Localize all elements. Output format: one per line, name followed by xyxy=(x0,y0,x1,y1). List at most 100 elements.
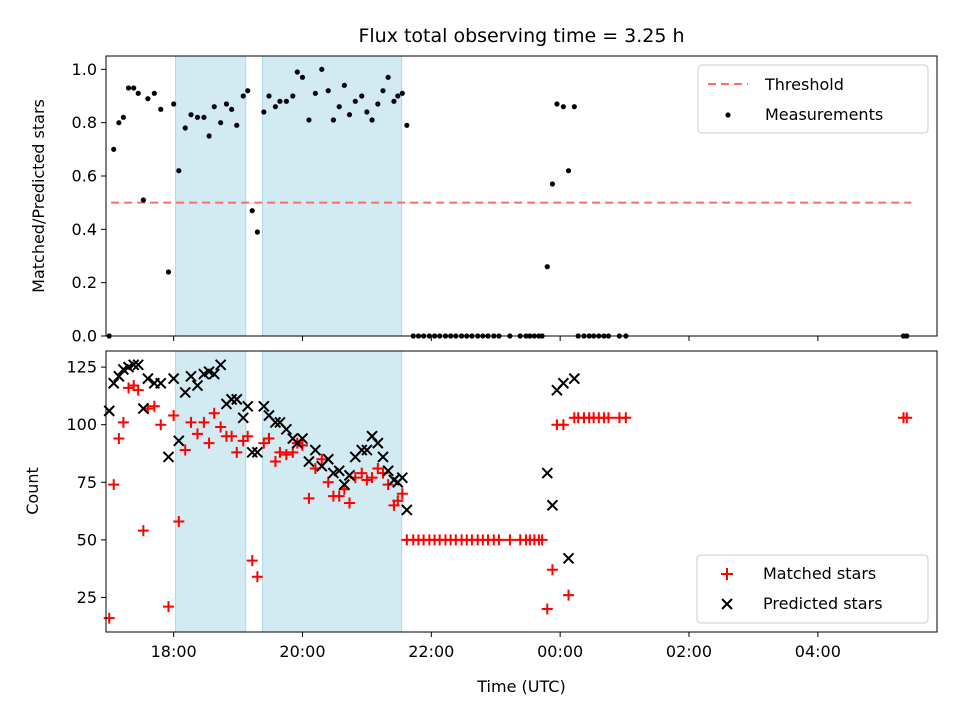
measurement-point xyxy=(218,120,224,126)
measurement-point xyxy=(254,229,260,235)
predicted-star-point xyxy=(225,393,238,406)
bottom-legend-box xyxy=(696,554,929,624)
predicted-star-point xyxy=(333,465,345,477)
predicted-star-point xyxy=(258,400,270,412)
matched-star-point xyxy=(123,382,135,394)
measurement-point xyxy=(245,88,251,94)
bottom-yticks: 25 50 75 100 125 xyxy=(66,358,106,607)
matched-star-point xyxy=(322,476,334,488)
top-ylabel: Matched/Predicted stars xyxy=(29,99,48,293)
matched-star-point xyxy=(103,612,115,624)
measurement-point xyxy=(359,93,365,99)
measurement-point xyxy=(294,69,300,75)
matched-star-point xyxy=(162,601,174,613)
predicted-star-point xyxy=(173,435,185,447)
predicted-star-point xyxy=(401,504,413,516)
measurement-point xyxy=(277,98,283,104)
measurement-point xyxy=(352,98,358,104)
matched-star-point xyxy=(382,479,394,491)
predicted-star-point xyxy=(127,359,140,371)
predicted-star-point xyxy=(562,552,575,565)
measurement-point xyxy=(404,122,410,128)
measurement-point xyxy=(261,109,267,115)
measurement-point xyxy=(306,117,312,123)
predicted-star-point xyxy=(377,451,389,463)
matched-star-point xyxy=(280,449,292,461)
matched-star-point xyxy=(536,534,548,546)
measurement-point xyxy=(283,98,289,104)
predicted-legend-label: Predicted stars xyxy=(763,594,883,613)
predicted-star-point xyxy=(269,416,282,429)
predicted-star-point xyxy=(167,372,180,385)
matched-star-point xyxy=(185,416,197,428)
bottom-legend: Matched stars Predicted stars xyxy=(696,554,929,624)
measurement-point xyxy=(336,104,342,110)
top-legend: Threshold Measurements xyxy=(697,64,929,134)
measurement-point xyxy=(380,88,386,94)
matched-star-point xyxy=(602,412,614,424)
measurement-point xyxy=(140,197,146,203)
x-tick-label: 18:00 xyxy=(151,642,197,661)
bottom-predicted-points xyxy=(103,359,581,565)
measurement-point xyxy=(312,90,318,96)
matched-star-point xyxy=(396,488,408,500)
measurement-point xyxy=(554,101,560,107)
matched-star-point xyxy=(269,456,281,468)
measurement-point xyxy=(544,264,550,270)
bottom-shading xyxy=(175,350,403,633)
matched-star-point xyxy=(546,564,558,576)
matched-star-point xyxy=(155,419,167,431)
predicted-star-point xyxy=(382,465,394,477)
measurement-point xyxy=(249,208,255,214)
predicted-star-point xyxy=(396,471,409,484)
predicted-star-point xyxy=(303,455,315,468)
measurement-point xyxy=(560,104,566,110)
measurement-point xyxy=(188,112,194,118)
bottom-xticks: 18:00 20:00 22:00 00:00 02:00 04:00 xyxy=(151,632,841,661)
x-tick-label: 22:00 xyxy=(408,642,454,661)
matched-star-point xyxy=(203,437,215,449)
matched-star-point xyxy=(274,446,286,458)
measurement-point xyxy=(171,101,177,107)
predicted-star-point xyxy=(142,372,154,385)
measurement-point xyxy=(325,88,331,94)
predicted-star-point xyxy=(327,467,340,479)
predicted-star-point xyxy=(231,393,243,406)
matched-star-point xyxy=(366,472,378,484)
matched-star-point xyxy=(392,495,404,507)
measurement-point xyxy=(145,96,151,102)
y-tick-label: 0.4 xyxy=(72,220,97,239)
measurements-legend-swatch xyxy=(725,112,731,118)
y-tick-label: 1.0 xyxy=(72,60,97,79)
matched-star-point xyxy=(148,400,160,412)
top-shading xyxy=(175,55,403,337)
matched-star-point xyxy=(557,419,569,431)
predicted-star-point xyxy=(546,499,559,512)
measurement-point xyxy=(341,82,347,88)
measurement-point xyxy=(165,269,172,275)
x-axis-label: Time (UTC) xyxy=(476,677,565,696)
top-panel: 0.0 0.2 0.4 0.6 0.8 1.0 Matched/Predicted sta… xyxy=(29,55,938,346)
predicted-star-point xyxy=(242,400,254,412)
measurement-point xyxy=(125,85,132,91)
predicted-star-point xyxy=(557,377,570,389)
matched-star-point xyxy=(173,515,185,527)
matched-star-point xyxy=(208,407,220,419)
measurement-point xyxy=(319,66,325,72)
measurement-point xyxy=(176,168,182,174)
matched-star-point xyxy=(215,421,227,433)
matched-star-point xyxy=(137,525,149,537)
predicted-star-point xyxy=(113,370,125,383)
measurement-point xyxy=(364,109,370,115)
predicted-star-point xyxy=(338,478,351,491)
y-tick-label: 0.2 xyxy=(72,273,97,292)
predicted-star-point xyxy=(296,432,309,445)
y-tick-label: 0.6 xyxy=(72,167,97,186)
x-tick-label: 04:00 xyxy=(795,642,841,661)
matched-star-point xyxy=(132,384,144,396)
chart-title: Flux total observing time = 3.25 h xyxy=(358,25,684,47)
measurement-point xyxy=(375,101,381,107)
measurement-point xyxy=(111,146,117,152)
matched-star-point xyxy=(344,497,356,509)
